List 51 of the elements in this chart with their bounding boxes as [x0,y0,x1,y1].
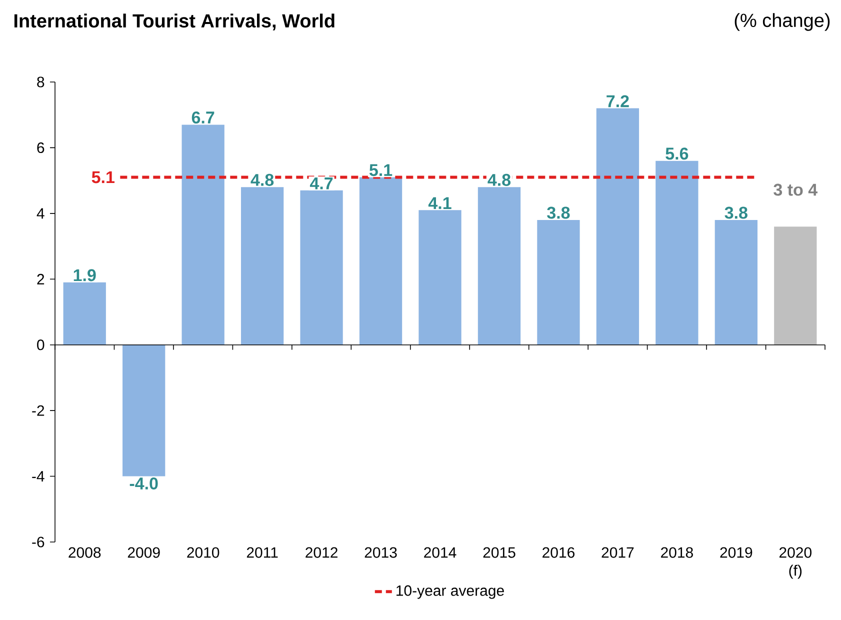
x-tick-label: 2011 [246,547,278,558]
y-tick-label: 6 [37,142,44,154]
x-tick-label: 2018 [660,547,693,558]
data-label: 3.8 [547,206,570,219]
x-tick-label: 2012 [306,547,338,558]
data-label: 1.9 [74,269,96,282]
y-tick-label: 2 [37,274,44,284]
data-label: 3 to 4 [774,184,818,196]
bar [300,190,343,345]
bar [418,210,462,345]
data-label: -4.0 [130,477,158,490]
x-tick-label: 2020 (f) [779,547,812,579]
x-tick-label: 2015 [483,547,516,558]
bar [774,226,817,345]
data-label: 5.1 [369,164,392,176]
y-tick-label: -6 [32,536,44,548]
x-tick-label: 2017 [602,547,634,558]
bar [122,344,166,476]
y-tick-label: 4 [36,208,44,219]
bar [63,282,106,345]
x-tick-label: 2014 [424,547,456,558]
y-tick-label: 0 [37,340,44,350]
x-tick-label: 2016 [542,547,574,558]
y-axis-title: (% change) [734,13,830,31]
data-label: 4.8 [488,174,511,186]
bar [537,220,580,345]
bar [182,124,224,345]
x-tick-label: 2019 [720,547,752,558]
bar [714,220,758,345]
y-tick-label: -2 [32,405,44,416]
bar [359,177,402,345]
annotation: 5.1 [92,171,114,184]
bar [596,108,640,345]
data-label: 6.7 [192,111,214,124]
data-label: 5.6 [666,148,688,160]
legend-label: 10-year average [396,585,504,599]
x-tick-label: 2009 [128,547,160,558]
x-tick-label: 2013 [364,547,397,558]
bar [478,187,521,345]
x-tick-label: 2008 [68,547,101,558]
y-tick-label: 8 [37,76,44,88]
data-label: 7.2 [606,95,629,108]
bar [656,160,698,345]
chart-title: International Tourist Arrivals, World [14,14,334,30]
y-tick-label: -4 [32,471,44,482]
data-label: 3.8 [724,206,748,219]
bar [240,187,284,345]
x-tick-label: 2010 [187,547,220,558]
data-label: 4.1 [428,197,452,209]
data-label: 4.8 [250,174,274,186]
data-label: 4.7 [310,178,333,190]
